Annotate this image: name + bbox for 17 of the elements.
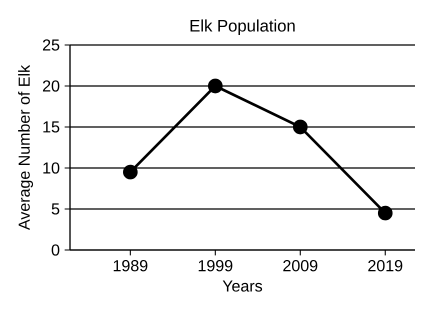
y-tick-label: 10 bbox=[43, 162, 60, 174]
x-tick-label: 2009 bbox=[283, 260, 318, 272]
x-tick-label: 1999 bbox=[198, 260, 232, 272]
point bbox=[292, 120, 308, 134]
x-tick-label: 1989 bbox=[114, 260, 148, 272]
y-axis-title: Average Number of Elk bbox=[18, 64, 34, 230]
x-axis-title: Years bbox=[222, 280, 262, 292]
point bbox=[208, 78, 223, 94]
x-tick-label: 2019 bbox=[368, 260, 402, 272]
y-tick-label: 0 bbox=[52, 244, 60, 256]
chart-title: Elk Population bbox=[190, 19, 295, 35]
point bbox=[378, 206, 393, 220]
y-tick-label: 25 bbox=[42, 39, 60, 51]
point bbox=[123, 164, 138, 180]
y-tick-label: 15 bbox=[43, 121, 60, 133]
y-tick-label: 20 bbox=[42, 80, 60, 92]
y-tick-label: 5 bbox=[52, 203, 60, 215]
